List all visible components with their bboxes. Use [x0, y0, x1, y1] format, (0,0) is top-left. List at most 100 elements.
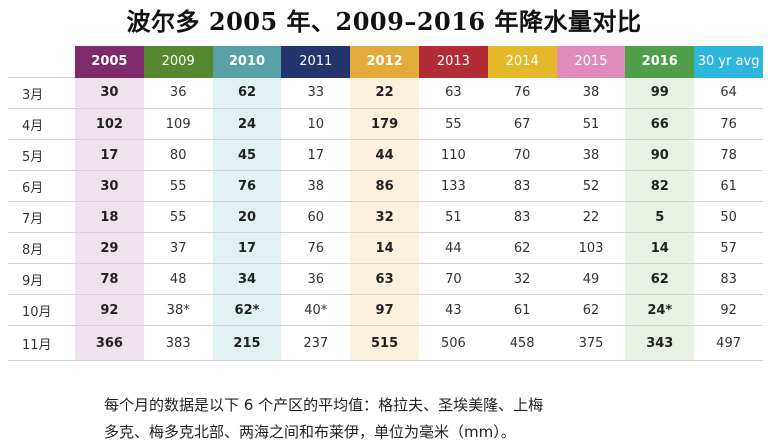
- table-cell: 343: [625, 325, 695, 361]
- table-cell: 24: [212, 108, 282, 140]
- table-cell: 70: [487, 139, 557, 171]
- table-cell: 63: [418, 77, 488, 109]
- footnote-line-1: 每个月的数据是以下 6 个产区的平均值：格拉夫、圣埃美隆、上梅: [104, 396, 544, 414]
- table-cell: 20: [212, 201, 282, 233]
- table-cell: 29: [75, 232, 144, 264]
- table-cell: 14: [350, 232, 419, 264]
- table-cell: 17: [281, 139, 351, 171]
- table-row: 4月 102 109 24 10 179 55 67 51 66 76: [8, 108, 763, 140]
- row-month-label: 8月: [8, 232, 75, 264]
- table-cell: 62: [487, 232, 557, 264]
- table-cell: 515: [350, 325, 419, 361]
- table-cell: 92: [694, 294, 763, 326]
- rainfall-table-container: 2005 2009 2010 2011 2012 2013 2014 2015 2016 30 y…: [8, 46, 763, 361]
- table-cell: 61: [694, 170, 763, 202]
- table-cell: 67: [487, 108, 557, 140]
- table-cell: 366: [75, 325, 144, 361]
- table-body: 3月 30 36 62 33 22 63 76 38 99 64 4月 102 109 24 10 179 55 6…: [8, 77, 763, 361]
- table-cell: 24*: [625, 294, 695, 326]
- table-cell: 33: [281, 77, 351, 109]
- table-cell: 383: [143, 325, 213, 361]
- table-cell: 18: [75, 201, 144, 233]
- row-month-label: 9月: [8, 263, 75, 295]
- table-cell: 49: [556, 263, 626, 295]
- table-cell: 62*: [212, 294, 282, 326]
- table-cell: 80: [143, 139, 213, 171]
- row-month-label: 11月: [8, 325, 75, 361]
- table-row: 8月 29 37 17 76 14 44 62 103 14 57: [8, 232, 763, 264]
- table-cell: 92: [75, 294, 144, 326]
- table-cell: 5: [625, 201, 695, 233]
- table-cell: 78: [694, 139, 763, 171]
- table-cell: 506: [418, 325, 488, 361]
- table-cell: 52: [556, 170, 626, 202]
- table-row: 7月 18 55 20 60 32 51 83 22 5 50: [8, 201, 763, 233]
- table-row: 11月 366 383 215 237 515 506 458 375 343 497: [8, 325, 763, 361]
- table-cell: 10: [281, 108, 351, 140]
- table-cell: 109: [143, 108, 213, 140]
- column-header-2013: 2013: [418, 46, 488, 78]
- table-cell: 61: [487, 294, 557, 326]
- table-row: 5月 17 80 45 17 44 110 70 38 90 78: [8, 139, 763, 171]
- table-cell: 30: [75, 77, 144, 109]
- table-cell: 14: [625, 232, 695, 264]
- row-month-label: 3月: [8, 77, 75, 109]
- table-cell: 57: [694, 232, 763, 264]
- table-cell: 38: [556, 77, 626, 109]
- table-cell: 62: [556, 294, 626, 326]
- table-row: 9月 78 48 34 36 63 70 32 49 62 83: [8, 263, 763, 295]
- column-header-2009: 2009: [143, 46, 213, 78]
- table-cell: 97: [350, 294, 419, 326]
- table-cell: 78: [75, 263, 144, 295]
- column-header-2016: 2016: [625, 46, 695, 78]
- table-cell: 34: [212, 263, 282, 295]
- table-cell: 76: [487, 77, 557, 109]
- table-cell: 63: [350, 263, 419, 295]
- rainfall-table: 2005 2009 2010 2011 2012 2013 2014 2015 2016 30 y…: [8, 46, 763, 361]
- table-cell: 40*: [281, 294, 351, 326]
- table-cell: 76: [694, 108, 763, 140]
- table-cell: 48: [143, 263, 213, 295]
- table-cell: 64: [694, 77, 763, 109]
- table-cell: 133: [418, 170, 488, 202]
- table-cell: 83: [487, 170, 557, 202]
- column-header-2010: 2010: [212, 46, 282, 78]
- table-cell: 76: [281, 232, 351, 264]
- table-cell: 179: [350, 108, 419, 140]
- column-header-2014: 2014: [487, 46, 557, 78]
- column-header-30-yr-avg: 30 yr avg: [694, 46, 763, 78]
- row-month-label: 7月: [8, 201, 75, 233]
- table-cell: 38: [556, 139, 626, 171]
- table-cell: 38: [281, 170, 351, 202]
- table-cell: 375: [556, 325, 626, 361]
- row-month-label: 10月: [8, 294, 75, 326]
- table-cell: 237: [281, 325, 351, 361]
- column-header-2011: 2011: [281, 46, 351, 78]
- table-cell: 45: [212, 139, 282, 171]
- table-cell: 70: [418, 263, 488, 295]
- table-cell: 66: [625, 108, 695, 140]
- table-row: 10月 92 38* 62* 40* 97 43 61 62 24* 92: [8, 294, 763, 326]
- table-cell: 458: [487, 325, 557, 361]
- table-cell: 86: [350, 170, 419, 202]
- table-cell: 43: [418, 294, 488, 326]
- table-row: 6月 30 55 76 38 86 133 83 52 82 61: [8, 170, 763, 202]
- table-cell: 30: [75, 170, 144, 202]
- table-cell: 90: [625, 139, 695, 171]
- table-cell: 32: [350, 201, 419, 233]
- table-cell: 44: [350, 139, 419, 171]
- row-month-label: 4月: [8, 108, 75, 140]
- table-cell: 102: [75, 108, 144, 140]
- column-header-2005: 2005: [75, 46, 144, 78]
- table-cell: 497: [694, 325, 763, 361]
- row-month-label: 6月: [8, 170, 75, 202]
- table-cell: 60: [281, 201, 351, 233]
- table-cell: 32: [487, 263, 557, 295]
- table-row: 3月 30 36 62 33 22 63 76 38 99 64: [8, 77, 763, 109]
- table-cell: 55: [418, 108, 488, 140]
- table-cell: 36: [143, 77, 213, 109]
- table-cell: 51: [418, 201, 488, 233]
- table-cell: 44: [418, 232, 488, 264]
- column-header-2012: 2012: [350, 46, 419, 78]
- table-cell: 38*: [143, 294, 213, 326]
